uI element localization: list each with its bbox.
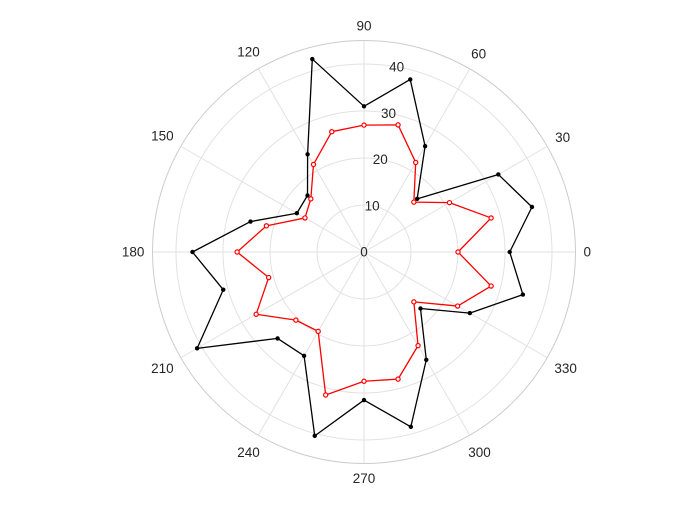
black-series-marker <box>422 143 428 149</box>
black-series-marker <box>294 211 300 216</box>
r-tick-label-0: 0 <box>360 245 368 260</box>
red-series-marker <box>446 199 453 206</box>
black-series-marker <box>408 77 413 82</box>
red-series-marker <box>263 223 270 229</box>
red-series-marker <box>415 342 421 349</box>
theta-tick-label-0: 0 <box>584 245 592 260</box>
red-series-marker <box>234 249 240 255</box>
black-series-marker <box>301 353 307 358</box>
red-series <box>234 122 494 398</box>
red-series-marker <box>310 161 317 168</box>
red-series-marker <box>293 317 299 323</box>
theta-grid-spoke <box>257 251 365 436</box>
red-series-marker <box>302 215 308 221</box>
red-series-marker <box>411 199 417 205</box>
red-series-marker <box>455 249 461 255</box>
theta-grid-spoke <box>257 68 365 253</box>
red-series-marker <box>411 299 417 305</box>
black-series-marker <box>275 336 280 341</box>
theta-tick-label-210: 210 <box>151 361 174 376</box>
red-series-marker <box>253 311 259 317</box>
r-tick-label-20: 20 <box>373 152 388 167</box>
r-tick-labels: 0 10 20 30 40 <box>360 60 404 260</box>
black-series-marker <box>305 193 310 198</box>
theta-grid-spoke <box>180 251 365 359</box>
r-tick-label-10: 10 <box>365 198 380 213</box>
theta-tick-label-90: 90 <box>356 18 371 33</box>
theta-tick-label-30: 30 <box>555 130 570 145</box>
black-series-marker <box>361 397 367 403</box>
red-series-marker <box>265 274 272 281</box>
black-series-marker <box>408 424 414 429</box>
red-series-marker <box>395 122 401 128</box>
red-series-marker <box>488 283 494 289</box>
red-series-marker <box>395 376 401 382</box>
theta-tick-label-180: 180 <box>122 245 145 260</box>
theta-tick-label-150: 150 <box>151 128 174 143</box>
black-series-marker <box>221 287 226 292</box>
red-series-marker <box>308 196 314 202</box>
black-series-marker <box>507 249 512 255</box>
red-series-marker <box>488 215 494 221</box>
theta-grid-spoke <box>180 145 365 253</box>
black-series-marker <box>529 204 535 210</box>
black-series-marker <box>520 292 526 297</box>
black-series-marker <box>424 357 429 363</box>
polar-grid <box>152 40 576 464</box>
black-series-marker <box>414 196 420 202</box>
red-series-marker <box>361 378 367 384</box>
theta-tick-label-300: 300 <box>468 445 491 460</box>
r-tick-label-30: 30 <box>381 106 396 121</box>
red-series-marker <box>329 128 335 135</box>
black-series-marker <box>310 56 315 62</box>
black-series-marker <box>467 310 473 316</box>
black-series-marker <box>190 249 195 255</box>
polar-axes-boundary <box>152 40 576 464</box>
r-tick-label-40: 40 <box>389 60 404 75</box>
theta-tick-label-60: 60 <box>471 46 486 61</box>
black-series-marker <box>418 306 423 311</box>
theta-tick-label-240: 240 <box>237 445 260 460</box>
red-series-marker <box>454 303 461 309</box>
black-series-marker <box>305 152 310 157</box>
black-series-marker <box>312 433 317 439</box>
red-series-marker <box>315 328 321 335</box>
black-series-marker <box>194 346 200 351</box>
black-series-marker <box>248 219 253 224</box>
red-series-marker <box>413 159 419 166</box>
black-series <box>190 56 535 439</box>
black-series-marker <box>496 172 501 177</box>
theta-tick-label-270: 270 <box>353 471 376 486</box>
black-series-marker <box>361 104 367 109</box>
red-series-marker <box>361 122 367 128</box>
theta-tick-label-330: 330 <box>554 361 577 376</box>
red-series-marker <box>322 392 329 398</box>
theta-tick-label-120: 120 <box>237 45 260 60</box>
theta-grid-spoke <box>363 145 548 253</box>
